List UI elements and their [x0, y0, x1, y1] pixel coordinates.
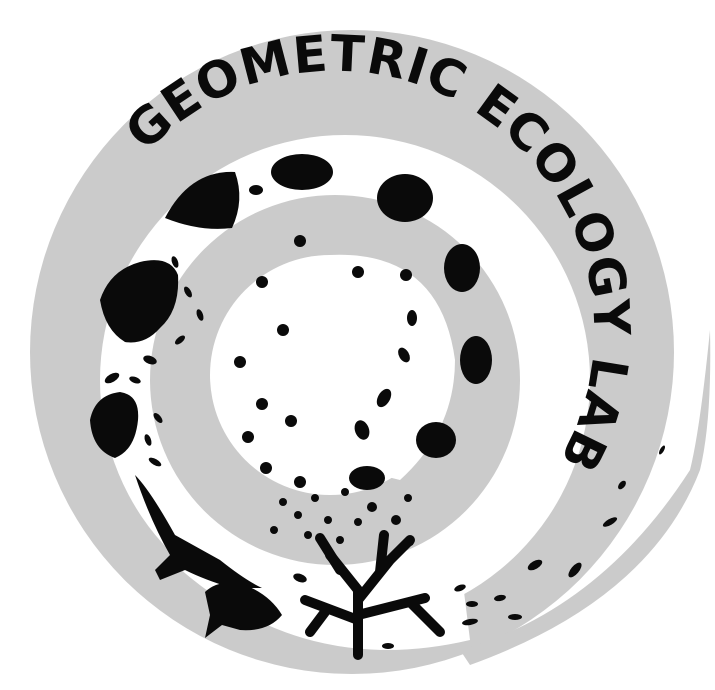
- sea-anemone-icon: [90, 248, 179, 458]
- fish-icon: [104, 185, 666, 649]
- spiral-dots: [165, 154, 492, 546]
- grouper-fish-icon: [205, 582, 282, 638]
- coral-icon: [300, 530, 445, 660]
- shark-icon: [135, 475, 262, 588]
